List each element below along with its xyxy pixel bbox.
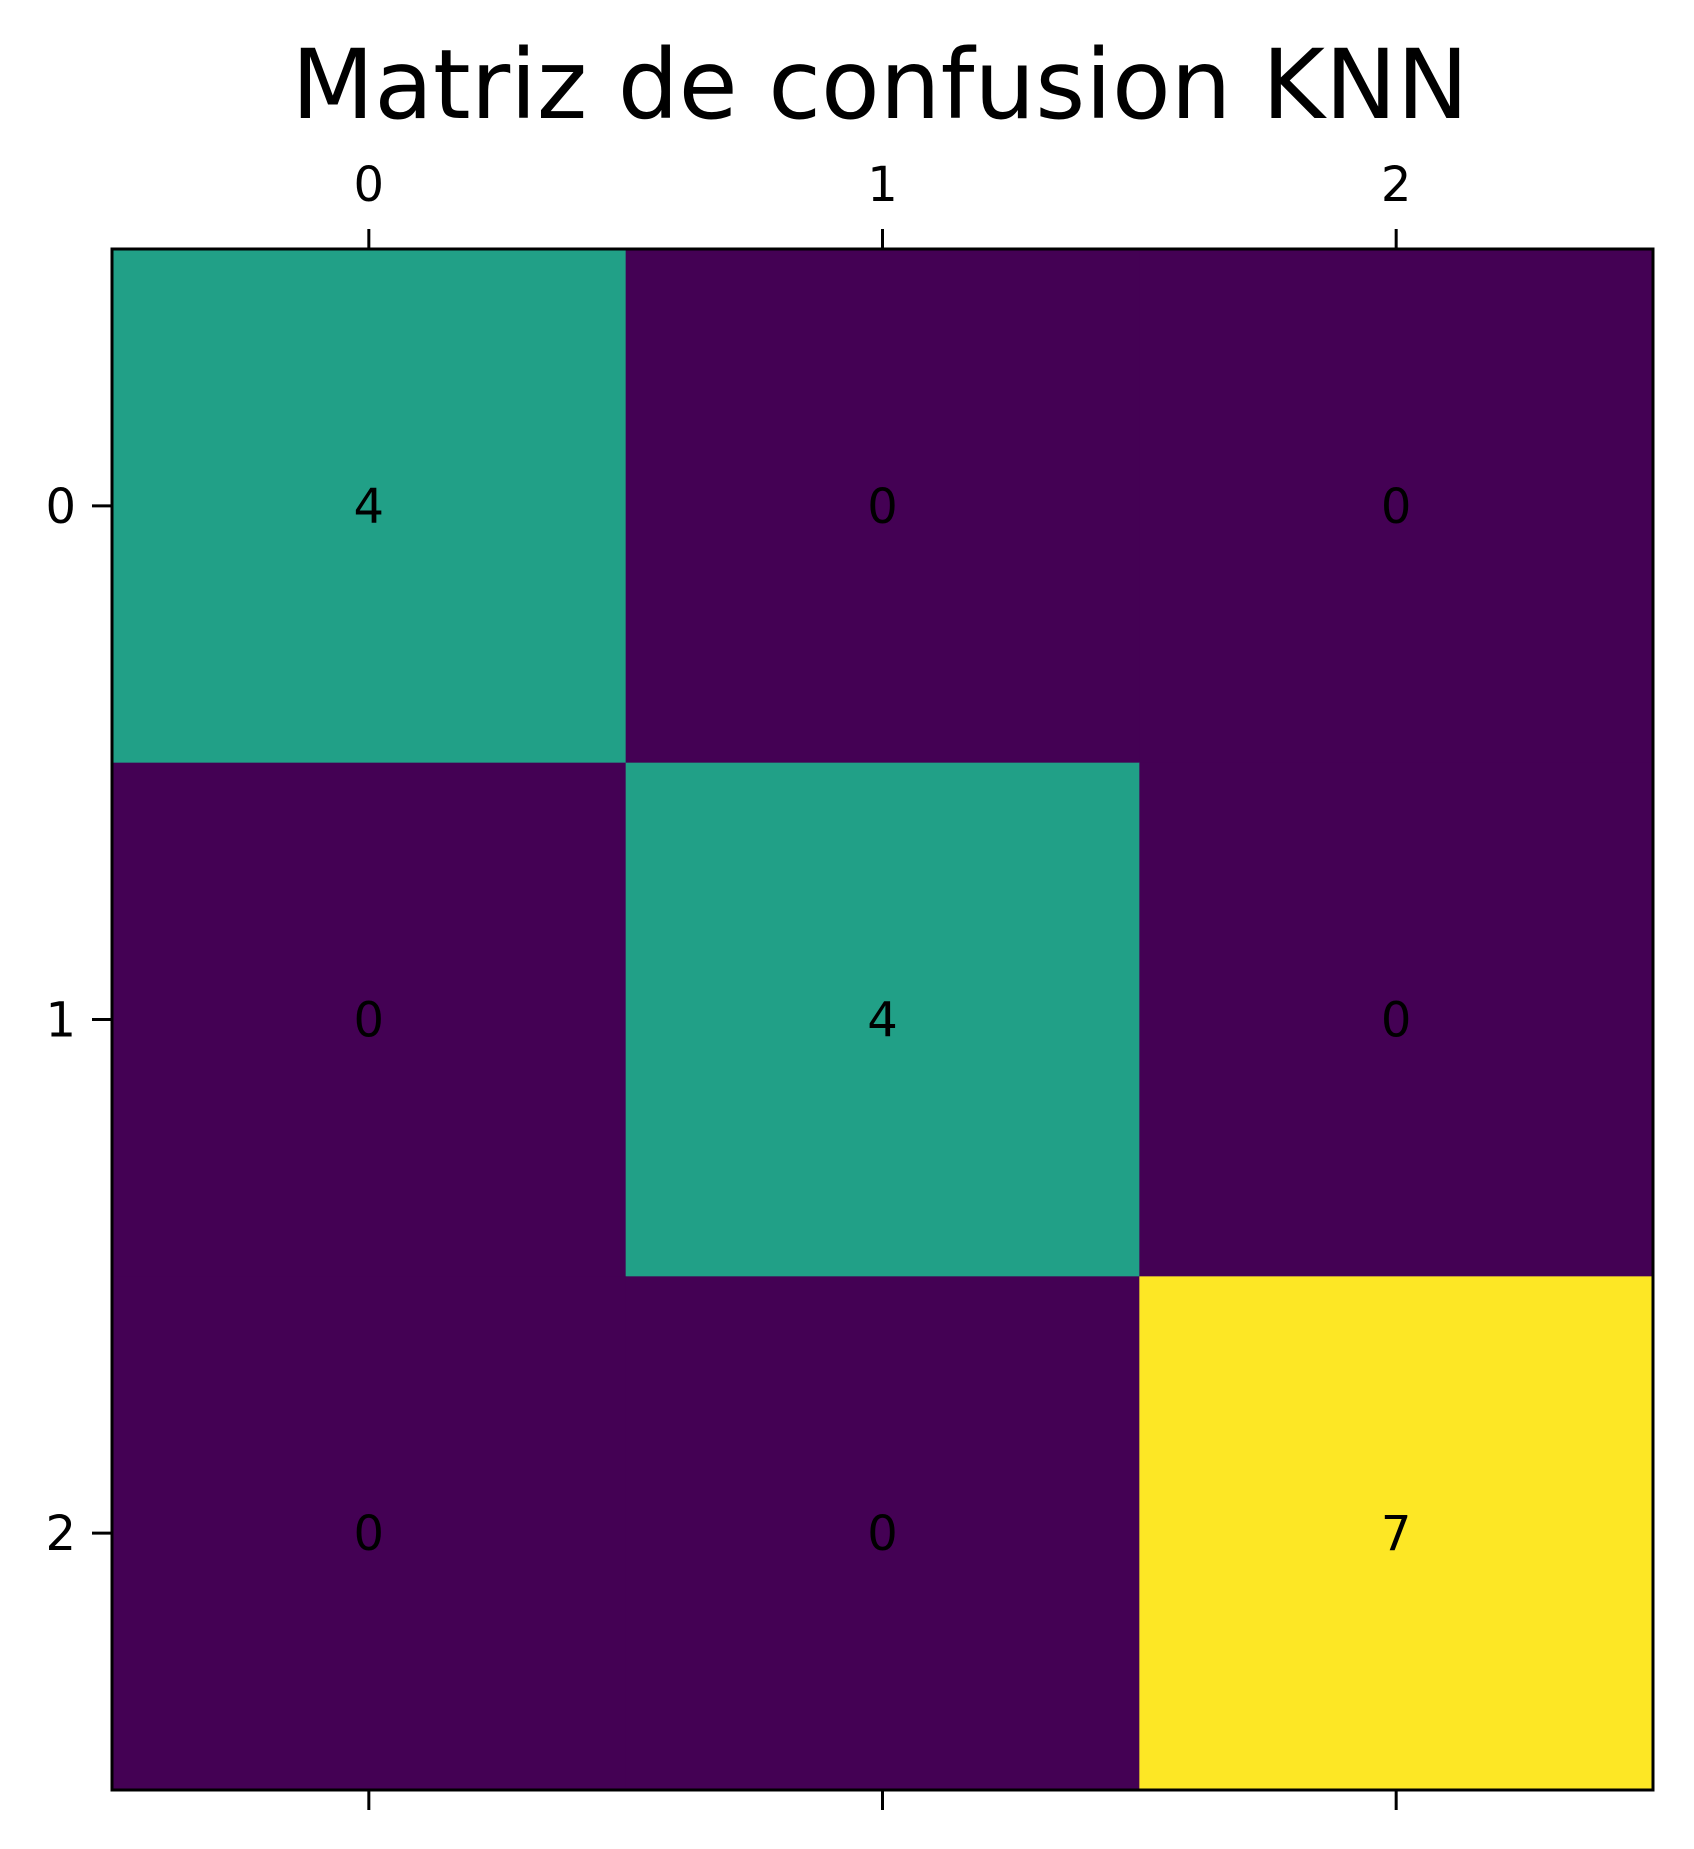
cell-value-label-r2-c0: 0 (354, 1506, 385, 1562)
cell-value-label-r0-c0: 4 (354, 479, 385, 535)
y-tick-label-2: 2 (45, 1506, 76, 1562)
y-tick-label-1: 1 (45, 993, 76, 1049)
y-tick-label-0: 0 (45, 479, 76, 535)
y-axis-ticks: 0 1 2 (45, 479, 112, 1562)
cell-value-label-r1-c2: 0 (1381, 993, 1412, 1049)
cell-value-label-r1-c1: 4 (867, 993, 898, 1049)
x-tick-label-1: 1 (867, 157, 898, 213)
cell-value-label-r2-c2: 7 (1381, 1506, 1412, 1562)
cell-value-label-r0-c1: 0 (867, 479, 898, 535)
x-tick-label-2: 2 (1381, 157, 1412, 213)
chart-title: Matriz de confusion KNN (291, 29, 1468, 141)
cell-value-label-r1-c0: 0 (354, 993, 385, 1049)
x-tick-label-0: 0 (354, 157, 385, 213)
cell-value-label-r2-c1: 0 (867, 1506, 898, 1562)
cell-value-label-r0-c2: 0 (1381, 479, 1412, 535)
